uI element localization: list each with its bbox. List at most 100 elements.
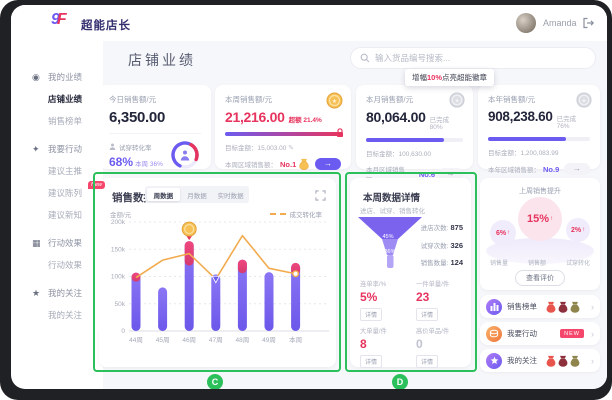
tab-month-data[interactable]: 月数据: [187, 192, 207, 200]
rank-bubble-main: 15% ↑: [518, 197, 562, 241]
silver-coin-icon: ★: [449, 92, 465, 108]
sidebar-item-label: 我的关注: [48, 288, 83, 298]
action-icon: ✦: [32, 143, 40, 154]
sidebar-item-我的关注[interactable]: 我的关注: [48, 309, 103, 321]
svg-text:200k: 200k: [111, 219, 126, 226]
svg-text:★: ★: [454, 97, 459, 104]
sidebar-item-行动效果[interactable]: 行动效果: [48, 259, 103, 271]
legend-line-swatch: [269, 213, 286, 215]
rank-bubble-sales-volume: 6% ↑: [490, 220, 516, 246]
up-arrow-icon: ↑: [582, 227, 586, 233]
svg-text:★: ★: [581, 97, 586, 104]
moneybag-icon: [546, 301, 556, 313]
rank-bubble-labels: 销售量 销售额 试穿转化: [490, 261, 590, 267]
sidebar-item-销售榜单[interactable]: 销售榜单: [48, 115, 103, 127]
metric-big-orders: 大单量/件 8 详情: [360, 328, 387, 368]
kpi-label: 本月销售额/元: [366, 95, 414, 104]
sidebar-item-我要行动[interactable]: ✦ 我要行动: [32, 143, 103, 155]
sidebar-item-建议新知[interactable]: 建议新知: [48, 209, 103, 221]
search-bar[interactable]: [350, 47, 596, 69]
funnel-rate-1: 45%: [382, 234, 393, 240]
detail-chip-button[interactable]: 详情: [416, 308, 439, 321]
sidebar-item-我的业绩[interactable]: ◉ 我的业绩: [32, 71, 103, 83]
target-label: 目标金额：: [488, 150, 521, 157]
svg-text:★: ★: [332, 98, 337, 105]
quick-link-label: 我要行动: [507, 329, 537, 338]
year-progress-bar: [488, 137, 590, 141]
tab-realtime-data[interactable]: 实时数据: [217, 192, 244, 200]
chevron-right-icon: ›: [591, 301, 594, 312]
up-arrow-icon: ↑: [507, 230, 511, 236]
svg-text:44周: 44周: [129, 336, 143, 344]
star-icon: [486, 352, 502, 369]
conversion-sub: 本周 36%: [135, 160, 163, 168]
week-progress-bar: [225, 128, 343, 137]
sidebar-item-我的关注[interactable]: ★ 我的关注: [32, 287, 103, 299]
new-badge: NEW: [560, 329, 584, 338]
quick-link-take-action[interactable]: 我要行动 NEW ›: [480, 322, 600, 345]
completion-label: 已完成 76%: [556, 116, 577, 130]
quick-link-sales-ranking[interactable]: 销售榜单 ›: [480, 295, 600, 318]
svg-text:50k: 50k: [115, 301, 126, 308]
kpi-card-month: ★ 本月销售额/元 80,064.00 已完成 80% 目标金额：100,630…: [356, 85, 473, 184]
funnel-step-row: 试穿次数: 326: [420, 241, 463, 250]
svg-text:46周: 46周: [182, 336, 196, 344]
sidebar-item-label: 店铺业绩: [48, 94, 83, 104]
sidebar-item-建议主推[interactable]: 建议主推: [48, 165, 103, 177]
logout-icon[interactable]: [581, 16, 595, 30]
detail-chip-button[interactable]: 详情: [416, 355, 439, 368]
moneybag-icon: [570, 355, 580, 367]
kpi-value: 6,350.00: [109, 109, 165, 126]
funnel-step-row: 进店次数: 875: [420, 223, 463, 232]
rank-value: No.1: [280, 159, 297, 169]
completion-label: 已完成 80%: [429, 117, 450, 131]
y-axis-label: 金额/元: [110, 212, 132, 219]
chart-tabs: 周数据 月数据 实时数据: [145, 186, 249, 203]
target-value: 100,630.00: [398, 151, 432, 158]
view-reviews-button[interactable]: 查看评价: [515, 270, 565, 286]
kpi-value: 21,216.00: [225, 109, 285, 125]
tab-week-data[interactable]: 周数据: [147, 188, 180, 201]
detail-chip-button[interactable]: 详情: [360, 308, 383, 321]
sidebar-item-行动效果[interactable]: ▦ 行动效果: [32, 237, 103, 249]
top-bar: 9F 超能店长 Amanda: [11, 5, 607, 41]
kpi-card-week: ★ 本周销售额/元 21,216.00 超额 21.4% 目标金额：15,003…: [215, 85, 351, 170]
rank-label: 本年区域销售额：: [488, 167, 540, 174]
kpi-label: 本周销售额/元: [225, 95, 273, 104]
kpi-label: 本年销售额/元: [488, 95, 536, 104]
panel-subtitle: 进店、试穿、销售转化: [360, 208, 425, 215]
annotation-label-c: C: [207, 374, 223, 389]
rank-label: 本周区域销售额：: [225, 162, 277, 169]
sidebar-item-建议陈列[interactable]: 建议陈列 New: [48, 181, 106, 199]
sidebar-menu: ◉ 我的业绩店铺业绩销售榜单 ✦ 我要行动建议主推建议陈列 New 建议新知 ▦ 行动效果行动…: [11, 55, 106, 331]
detail-chip-button[interactable]: 详情: [360, 355, 383, 368]
svg-text:100k: 100k: [111, 274, 126, 281]
sidebar-item-店铺业绩[interactable]: 店铺业绩: [48, 93, 103, 105]
year-detail-arrow-button[interactable]: →: [564, 163, 590, 175]
funnel-rate-2: 36%: [384, 249, 395, 255]
performance-icon: ◉: [32, 71, 40, 82]
annotation-label-d: D: [392, 374, 408, 389]
moneybag-icons: [546, 301, 580, 313]
metric-premium-items: 高价单品/件 0 详情: [416, 328, 450, 368]
sidebar-item-label: 建议主推: [48, 166, 83, 176]
quick-link-my-focus[interactable]: 我的关注 ›: [480, 349, 600, 372]
quick-link-label: 我的关注: [507, 356, 537, 365]
search-input[interactable]: [375, 53, 586, 63]
avatar[interactable]: [516, 13, 536, 33]
fullscreen-icon[interactable]: [315, 190, 326, 201]
week-detail-panel: 本周数据详情 进店、试穿、销售转化 45% 36% 进店次数: 875 试穿次数:…: [350, 178, 471, 368]
conversion-donut-chart: [171, 141, 199, 169]
rank-panel-title: 上周销售提升: [519, 188, 561, 195]
chevron-right-icon: ›: [591, 355, 594, 366]
silver-coin-icon: ★: [576, 92, 592, 108]
quick-link-label: 销售榜单: [507, 302, 537, 311]
sidebar-item-label: 销售榜单: [48, 116, 83, 126]
week-detail-arrow-button[interactable]: →: [315, 158, 341, 170]
edit-target-icon[interactable]: ✎: [288, 145, 295, 152]
sidebar-item-label: 我的业绩: [48, 72, 83, 82]
metric-linked-rate: 连单率/% 5% 详情: [360, 281, 387, 321]
sales-bar-line-chart: 0 50k 100k 150k 200k 44周 45周 46周 47周 48周 49周 本周: [111, 219, 329, 344]
target-value: 15,003.00: [257, 145, 287, 152]
coins-icon: [486, 325, 502, 342]
